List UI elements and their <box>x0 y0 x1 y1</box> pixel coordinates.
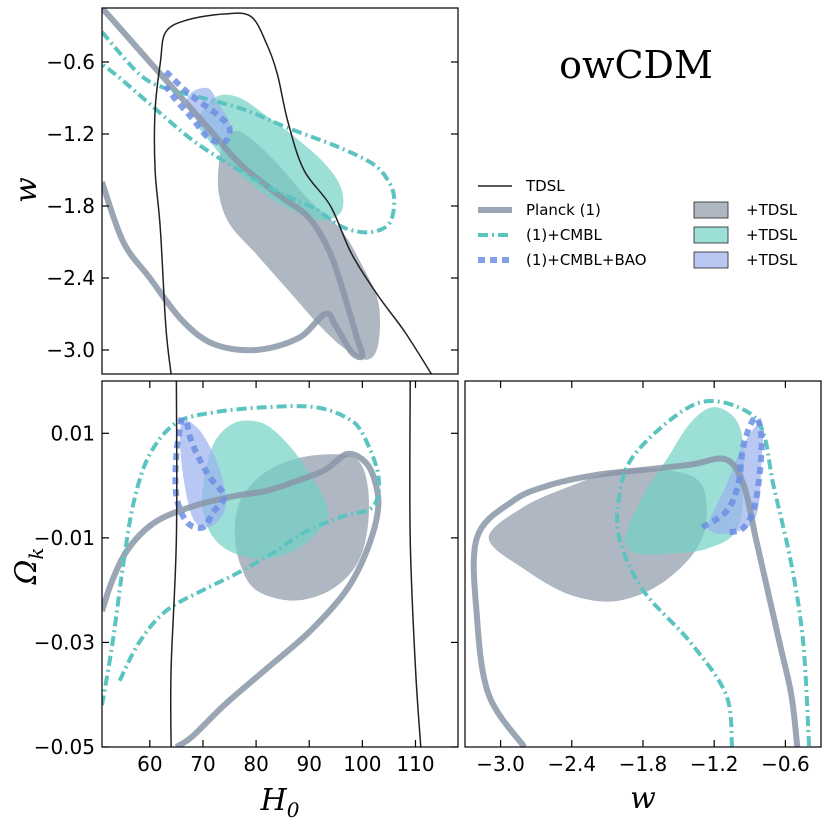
legend-label-tdsl: TDSL <box>525 177 565 195</box>
line-contours <box>102 8 433 374</box>
x-tick-label: −0.6 <box>761 752 810 776</box>
y-tick-labels: −0.6 −1.2 −1.8 −2.4 −3.0 <box>46 50 95 362</box>
tick-marks <box>102 381 458 748</box>
x-tick-label: 80 <box>243 752 268 776</box>
filled-contour-bao-tdsl <box>186 87 232 141</box>
contour-line-1-cmbl-bao <box>700 414 765 536</box>
y-tick-label: −0.03 <box>34 630 95 654</box>
x-axis-label-w: w <box>630 781 656 816</box>
x-tick-label: 100 <box>343 752 381 776</box>
contour-line-1-cmbl <box>615 399 812 747</box>
x-tick-label: −1.8 <box>619 752 668 776</box>
x-tick-label: −1.2 <box>690 752 739 776</box>
panel-h0-w: −0.6 −1.2 −1.8 −2.4 −3.0 <box>46 7 459 375</box>
x-tick-label: 90 <box>296 752 321 776</box>
x-tick-label: −2.4 <box>548 752 597 776</box>
line-contours <box>102 381 422 747</box>
panel-frame <box>101 380 459 748</box>
legend-label-cmbl-bao: (1)+CMBL+BAO <box>526 251 647 269</box>
legend-label-planck: Planck (1) <box>526 201 601 219</box>
contour-line-tdsl-right <box>409 381 422 747</box>
x-tick-label: 60 <box>137 752 162 776</box>
legend: TDSL Planck (1) (1)+CMBL (1)+CMBL+BAO +T… <box>478 177 798 269</box>
legend-label-cmbl-tdsl: +TDSL <box>746 226 798 244</box>
y-tick-label: −2.4 <box>46 266 95 290</box>
panel-h0-omegak: 60 70 80 90 100 110 0.01 −0.01 −0.03 −0.05 <box>34 380 459 776</box>
x-tick-labels: −3.0 −2.4 −1.8 −1.2 −0.6 <box>476 752 809 776</box>
filled-contours <box>186 87 381 360</box>
filled-contours <box>179 420 369 601</box>
contour-line-1-cmbl <box>102 30 397 235</box>
x-tick-label: 110 <box>396 752 434 776</box>
legend-label-bao-tdsl: +TDSL <box>746 251 798 269</box>
line-contours <box>470 399 812 747</box>
legend-label-cmbl: (1)+CMBL <box>526 226 603 244</box>
y-tick-label: −0.01 <box>34 526 95 550</box>
contour-line-1-cmbl <box>102 404 382 706</box>
x-tick-labels: 60 70 80 90 100 110 <box>137 752 434 776</box>
y-tick-label: −0.05 <box>34 735 95 759</box>
tick-marks <box>500 381 787 747</box>
legend-swatch-bao-tdsl <box>693 251 729 269</box>
panel-w-omegak: −3.0 −2.4 −1.8 −1.2 −0.6 <box>464 380 822 776</box>
y-tick-label: 0.01 <box>50 421 95 445</box>
y-tick-labels: 0.01 −0.01 −0.03 −0.05 <box>34 421 95 759</box>
legend-swatch-cmbl-tdsl <box>693 226 729 244</box>
y-tick-label: −1.2 <box>46 122 95 146</box>
filled-contour-cmbl-tdsl <box>197 94 344 221</box>
legend-swatch-planck-tdsl <box>693 201 729 219</box>
y-axis-label-w: w <box>9 177 44 203</box>
contour-line-planck-1 <box>102 8 366 361</box>
y-tick-label: −0.6 <box>46 50 95 74</box>
tick-marks <box>102 61 458 351</box>
contour-line-1-cmbl-bao <box>163 69 233 146</box>
y-axis-label-omegak: Ωk <box>9 548 48 586</box>
x-tick-label: −3.0 <box>476 752 525 776</box>
y-tick-label: −1.8 <box>46 194 95 218</box>
x-tick-label: 70 <box>190 752 215 776</box>
x-axis-label-h0: H0 <box>260 783 300 822</box>
contour-line-planck-1 <box>102 450 382 747</box>
contour-line-planck-1 <box>470 455 801 747</box>
contour-line-tdsl-left <box>169 381 178 747</box>
chart-title: owCDM <box>559 43 713 87</box>
filled-contours <box>488 407 764 602</box>
contour-line-tdsl <box>153 12 433 374</box>
legend-label-planck-tdsl: +TDSL <box>746 201 798 219</box>
panel-frame <box>101 7 459 375</box>
y-tick-label: −3.0 <box>46 338 95 362</box>
contour-line-1-cmbl-bao <box>172 417 228 532</box>
